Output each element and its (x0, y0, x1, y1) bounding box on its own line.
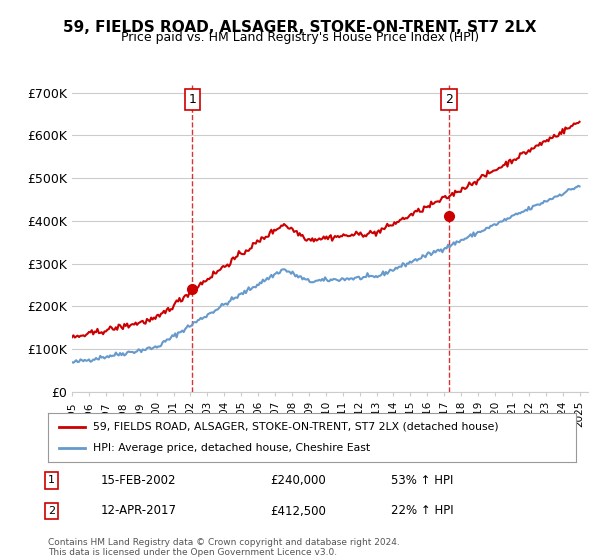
Text: HPI: Average price, detached house, Cheshire East: HPI: Average price, detached house, Ches… (93, 443, 370, 453)
Text: Price paid vs. HM Land Registry's House Price Index (HPI): Price paid vs. HM Land Registry's House … (121, 31, 479, 44)
Text: 59, FIELDS ROAD, ALSAGER, STOKE-ON-TRENT, ST7 2LX (detached house): 59, FIELDS ROAD, ALSAGER, STOKE-ON-TRENT… (93, 422, 499, 432)
Text: £412,500: £412,500 (270, 505, 326, 517)
Text: 53% ↑ HPI: 53% ↑ HPI (391, 474, 454, 487)
Text: 12-APR-2017: 12-APR-2017 (101, 505, 177, 517)
Text: 2: 2 (48, 506, 55, 516)
Text: 1: 1 (188, 93, 196, 106)
Text: 2: 2 (445, 93, 453, 106)
Text: 1: 1 (48, 475, 55, 485)
Text: 22% ↑ HPI: 22% ↑ HPI (391, 505, 454, 517)
Text: £240,000: £240,000 (270, 474, 326, 487)
Text: Contains HM Land Registry data © Crown copyright and database right 2024.
This d: Contains HM Land Registry data © Crown c… (48, 538, 400, 557)
Text: 15-FEB-2002: 15-FEB-2002 (101, 474, 176, 487)
Text: 59, FIELDS ROAD, ALSAGER, STOKE-ON-TRENT, ST7 2LX: 59, FIELDS ROAD, ALSAGER, STOKE-ON-TRENT… (63, 20, 537, 35)
